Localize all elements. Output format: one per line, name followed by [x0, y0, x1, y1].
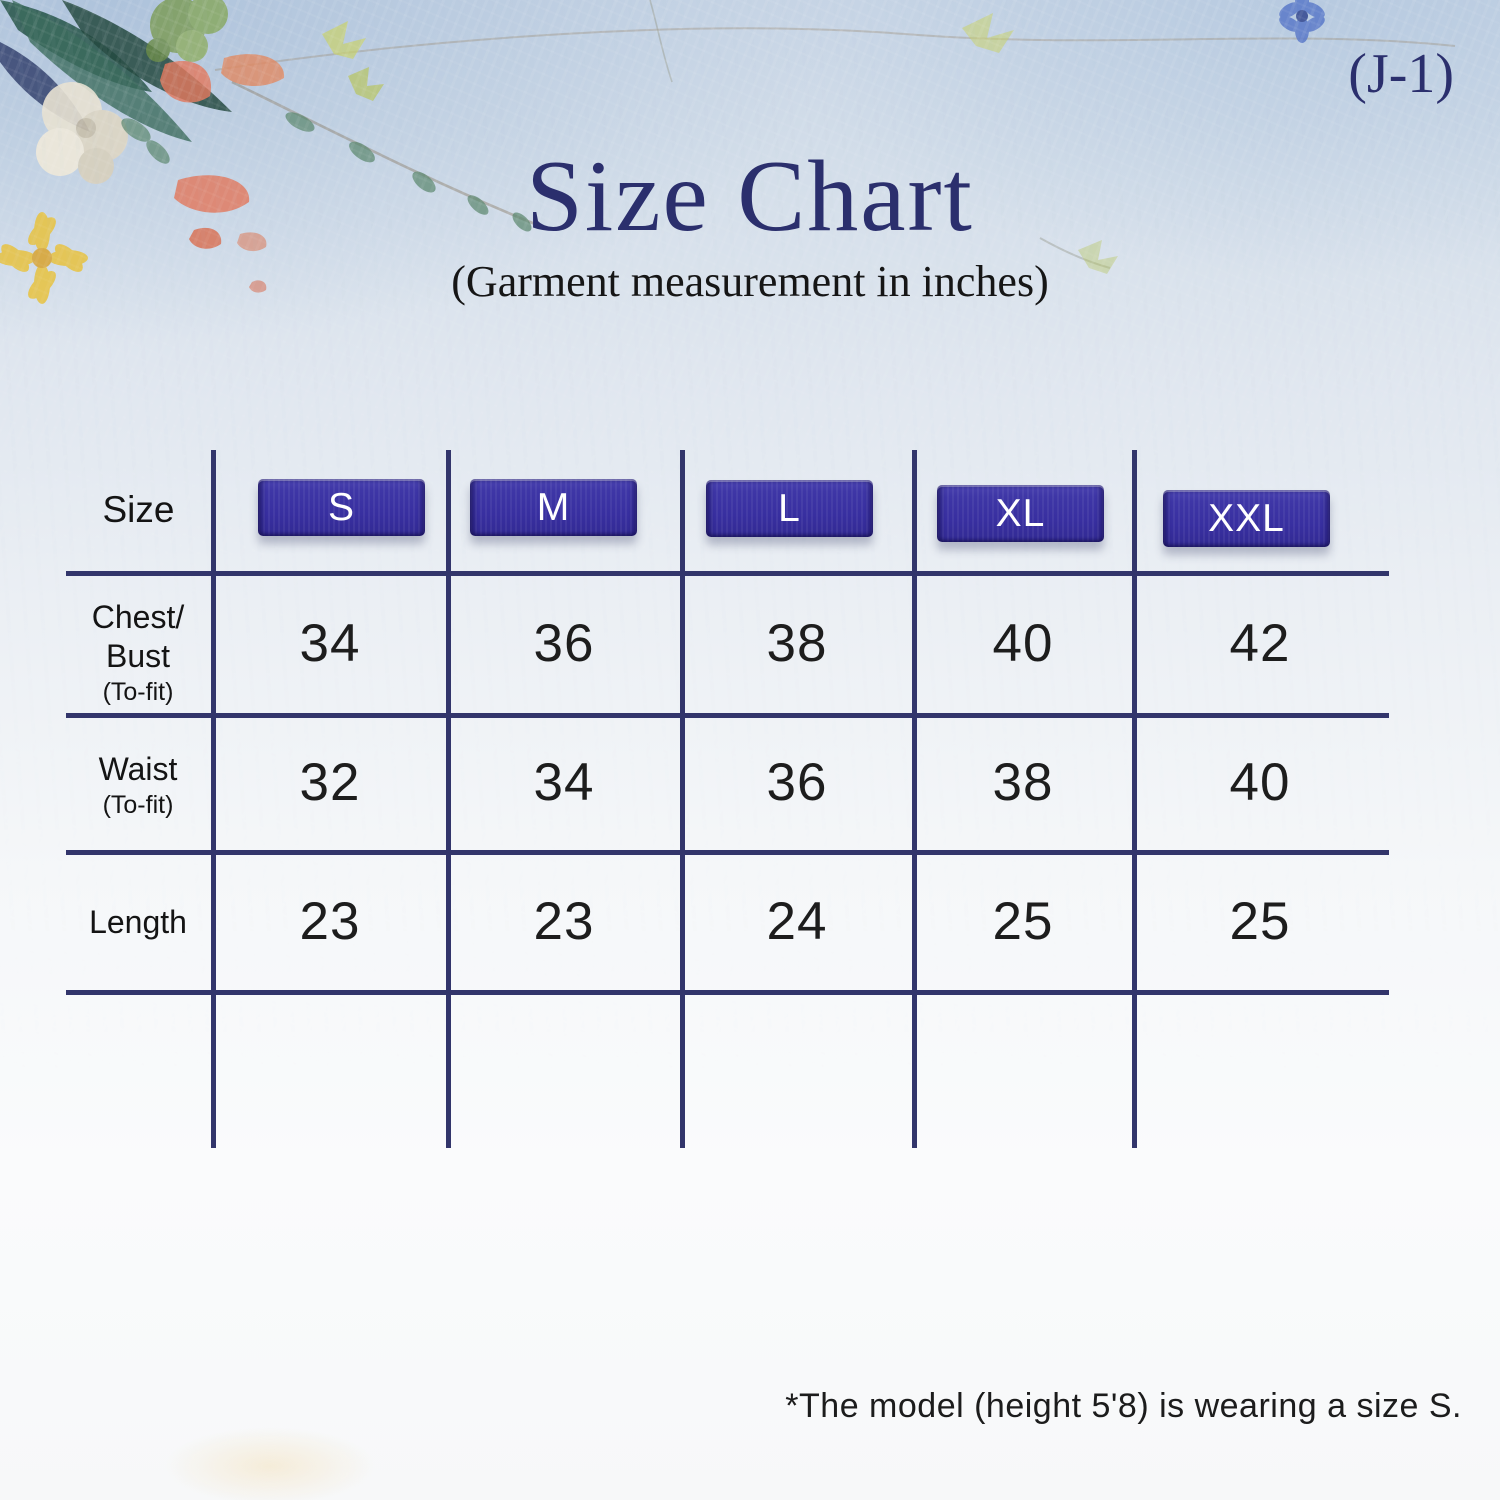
grid-vline: [912, 450, 917, 1148]
row-label-line: Length: [89, 904, 187, 940]
cell-chest-m: 36: [533, 614, 595, 673]
cell-waist-l: 36: [766, 753, 828, 812]
cell-chest-xxl: 42: [1229, 614, 1291, 673]
cell-length-l: 24: [766, 892, 828, 951]
grid-hline: [66, 713, 1389, 718]
row-label-length: Length: [62, 903, 214, 942]
page-title: Size Chart: [526, 140, 974, 253]
model-size-footnote: *The model (height 5'8) is wearing a siz…: [785, 1387, 1462, 1425]
cell-length-xl: 25: [992, 892, 1054, 951]
size-badge-l: L: [706, 480, 873, 537]
row-sublabel: (To-fit): [102, 791, 174, 819]
corner-tag: (J-1): [1348, 43, 1454, 105]
cell-waist-m: 34: [533, 753, 595, 812]
row-label-waist: Waist (To-fit): [62, 750, 214, 822]
cell-chest-xl: 40: [992, 614, 1054, 673]
cell-length-m: 23: [533, 892, 595, 951]
cell-chest-s: 34: [299, 614, 361, 673]
cell-length-s: 23: [299, 892, 361, 951]
row-sublabel: (To-fit): [102, 678, 174, 706]
cell-waist-s: 32: [299, 753, 361, 812]
size-badge-s: S: [258, 479, 425, 536]
grid-hline: [66, 990, 1389, 995]
page-subtitle: (Garment measurement in inches): [451, 257, 1049, 306]
size-header-label: Size: [102, 489, 175, 530]
size-badge-xxl: XXL: [1163, 490, 1330, 547]
row-label-line: Bust: [105, 638, 171, 674]
floral-decoration: [0, 0, 1456, 304]
faded-flower-decoration: [120, 1400, 420, 1500]
grid-vline: [211, 450, 216, 1148]
cell-waist-xxl: 40: [1229, 753, 1291, 812]
row-label-chest: Chest/ Bust (To-fit): [62, 598, 214, 709]
cell-waist-xl: 38: [992, 753, 1054, 812]
grid-vline: [680, 450, 685, 1148]
grid-hline: [66, 571, 1389, 576]
grid-hline: [66, 850, 1389, 855]
row-label-line: Waist: [98, 751, 178, 787]
row-label-line: Chest/: [91, 599, 185, 635]
grid-vline: [1132, 450, 1137, 1148]
size-badge-xl: XL: [937, 485, 1104, 542]
grid-vline: [446, 450, 451, 1148]
size-badge-m: M: [470, 479, 637, 536]
cell-length-xxl: 25: [1229, 892, 1291, 951]
cell-chest-l: 38: [766, 614, 828, 673]
